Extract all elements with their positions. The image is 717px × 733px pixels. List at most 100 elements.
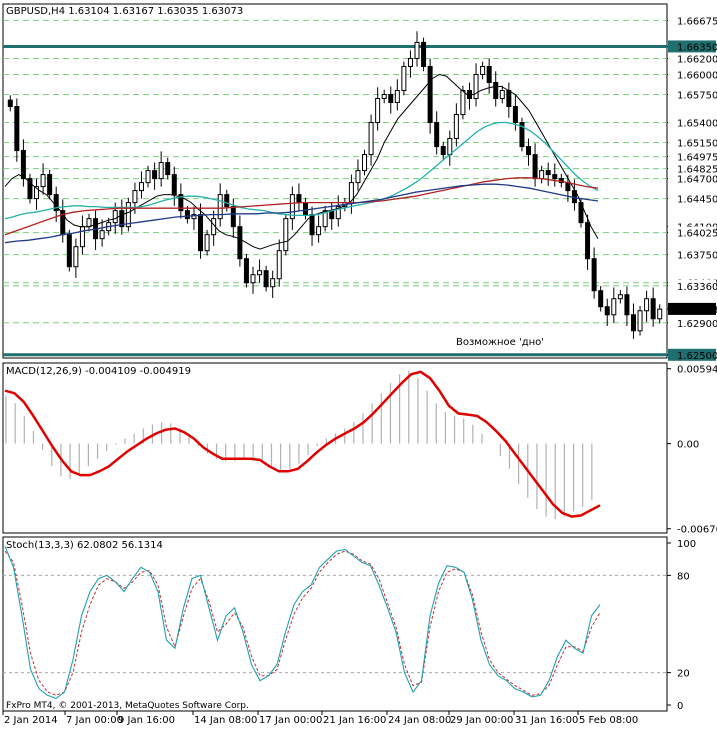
bottom-annotation: Возможное 'дно' xyxy=(456,337,544,348)
candle-93 xyxy=(617,289,623,304)
candle-12 xyxy=(86,213,92,232)
svg-text:1.64025: 1.64025 xyxy=(677,229,717,240)
price-tick-8: 1.64825 xyxy=(667,162,717,176)
candle-37 xyxy=(250,266,256,294)
candle-41 xyxy=(276,239,282,287)
time-tick-7: 29 Jan 00:00 xyxy=(448,711,513,726)
candle-92 xyxy=(611,287,617,323)
svg-text:80: 80 xyxy=(677,571,690,582)
candle-74 xyxy=(493,71,499,107)
candle-58 xyxy=(388,86,394,114)
candle-54 xyxy=(362,149,368,176)
candle-61 xyxy=(407,50,413,78)
candle-99 xyxy=(657,304,663,324)
candle-4 xyxy=(34,178,40,210)
svg-text:1.63360: 1.63360 xyxy=(677,282,717,293)
candle-94 xyxy=(624,286,630,326)
svg-text:0: 0 xyxy=(677,701,683,712)
svg-text:1.64700: 1.64700 xyxy=(677,175,717,186)
panel-frames xyxy=(2,3,668,712)
candle-68 xyxy=(453,103,459,147)
candle-13 xyxy=(93,210,99,250)
time-axis: 2 Jan 2014 7 Jan 00:009 Jan 16:00 14 Jan 0… xyxy=(2,711,638,726)
price-tick-2: 1.66200 xyxy=(667,52,717,65)
candle-56 xyxy=(375,87,381,131)
time-tick-4: 17 Jan 00:00 xyxy=(257,711,322,726)
time-tick-3: 14 Jan 08:00 xyxy=(192,711,257,726)
svg-text:1.63073: 1.63073 xyxy=(677,305,717,316)
candle-21 xyxy=(145,165,151,188)
ma-line-ema-teal xyxy=(4,121,599,220)
time-tick-6: 24 Jan 08:00 xyxy=(386,711,451,726)
price-tick-13: 1.63750 xyxy=(667,248,717,262)
stochastic-header: Stoch(13,3,3) 62.0802 56.1314 xyxy=(6,540,163,551)
candle-11 xyxy=(79,215,85,255)
candle-17 xyxy=(119,199,125,235)
candle-23 xyxy=(158,151,164,187)
svg-text:1.63750: 1.63750 xyxy=(677,251,717,262)
price-tick-6: 1.65150 xyxy=(667,136,717,150)
stoch-tick-1: 80 xyxy=(667,571,690,582)
panel-frame-2 xyxy=(2,536,668,712)
svg-text:1.65750: 1.65750 xyxy=(677,91,717,102)
price-tick-3: 1.66000 xyxy=(667,68,717,81)
price-tick-1: 1.66350 xyxy=(667,40,717,53)
candle-70 xyxy=(466,82,472,110)
macd-tick-0: 0.005947 xyxy=(667,365,717,376)
candle-14 xyxy=(99,219,105,247)
candle-62 xyxy=(414,31,420,67)
candle-79 xyxy=(526,138,532,166)
candle-78 xyxy=(519,117,525,152)
candle-76 xyxy=(506,82,512,118)
candle-38 xyxy=(257,259,263,283)
svg-text:9 Jan 16:00: 9 Jan 16:00 xyxy=(118,715,175,726)
candle-52 xyxy=(348,174,354,214)
candle-20 xyxy=(138,171,144,199)
candle-53 xyxy=(355,159,361,191)
svg-text:1.62900: 1.62900 xyxy=(677,319,717,330)
candle-98 xyxy=(650,287,656,327)
candle-89 xyxy=(591,247,597,299)
macd-tick-1: 0.00 xyxy=(667,440,699,451)
candle-8 xyxy=(60,199,66,243)
svg-text:1.66000: 1.66000 xyxy=(677,70,717,81)
stochastic-panel: 100 80 20 0 xyxy=(3,539,696,712)
candle-2 xyxy=(20,139,26,187)
price-tick-7: 1.64975 xyxy=(667,150,717,164)
price-tick-5: 1.65400 xyxy=(667,116,717,130)
svg-text:29 Jan 00:00: 29 Jan 00:00 xyxy=(450,715,513,726)
candle-44 xyxy=(296,183,302,211)
stoch-main-line xyxy=(4,545,601,700)
svg-text:17 Jan 00:00: 17 Jan 00:00 xyxy=(259,715,322,726)
candle-9 xyxy=(66,229,72,272)
symbol-header: GBPUSD,H4 1.63104 1.63167 1.63035 1.6307… xyxy=(6,6,243,17)
candle-48 xyxy=(322,205,328,232)
candle-25 xyxy=(171,166,177,206)
time-tick-5: 21 Jan 16:00 xyxy=(321,711,386,726)
candle-5 xyxy=(40,163,46,195)
svg-text:24 Jan 08:00: 24 Jan 08:00 xyxy=(388,715,451,726)
candle-59 xyxy=(394,79,400,111)
candle-10 xyxy=(73,238,79,278)
price-tick-0: 1.66675 xyxy=(667,14,717,27)
candle-80 xyxy=(532,143,538,187)
price-tick-10: 1.64450 xyxy=(667,192,717,206)
panel-frame-0 xyxy=(2,3,668,359)
svg-text:100: 100 xyxy=(677,539,696,550)
macd-signal-line xyxy=(4,370,601,518)
svg-text:1.64975: 1.64975 xyxy=(677,153,717,164)
price-tick-17: 1.62900 xyxy=(667,316,717,330)
price-tick-12: 1.64025 xyxy=(667,226,717,240)
svg-text:1.66675: 1.66675 xyxy=(677,16,717,27)
time-tick-8: 31 Jan 16:00 xyxy=(513,711,578,726)
candle-88 xyxy=(585,214,591,270)
candle-46 xyxy=(309,206,315,246)
svg-text:1.62500: 1.62500 xyxy=(677,351,717,362)
candle-35 xyxy=(237,215,243,267)
svg-text:0.005947: 0.005947 xyxy=(677,365,717,376)
candle-83 xyxy=(552,163,558,187)
candle-31 xyxy=(211,210,217,246)
candle-39 xyxy=(263,265,269,292)
